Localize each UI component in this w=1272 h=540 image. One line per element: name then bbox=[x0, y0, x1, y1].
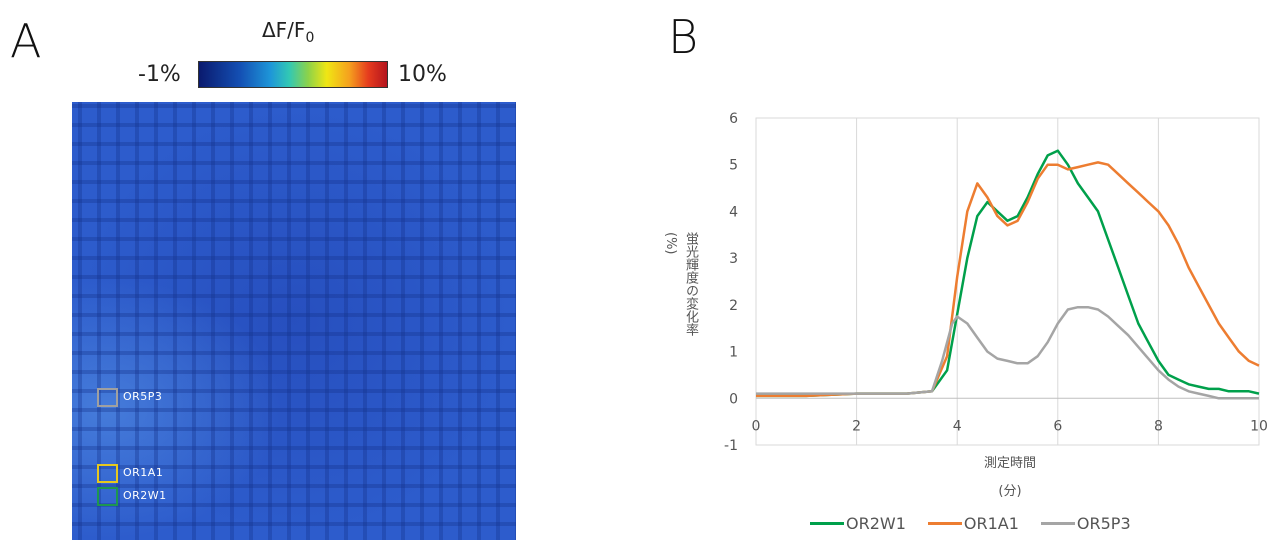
series-line-or5p3 bbox=[756, 305, 1259, 400]
x-axis-label: 測定時間 (分) bbox=[950, 450, 1070, 506]
tick-labels: -1 0 1 2 3 4 5 6 0 2 4 6 8 10 bbox=[724, 111, 1268, 454]
legend-item-or2w1: OR2W1 bbox=[810, 514, 906, 533]
legend-swatch bbox=[1040, 522, 1075, 525]
colorbar-title-main: ΔF/F bbox=[262, 18, 306, 42]
y-tick-label: 6 bbox=[729, 111, 738, 127]
colorbar-min-label: -1% bbox=[138, 62, 181, 87]
roi-label-or5p3: OR5P3 bbox=[123, 390, 163, 403]
x-tick-label: 2 bbox=[852, 418, 861, 434]
series-lines bbox=[756, 149, 1260, 400]
y-axis-label: 蛍光輝度の変化率 (%) bbox=[660, 232, 700, 352]
x-tick-label: 8 bbox=[1154, 418, 1163, 434]
axes bbox=[755, 117, 1260, 446]
x-tick-label: 6 bbox=[1053, 418, 1062, 434]
x-tick-label: 0 bbox=[752, 418, 761, 434]
panel-a-letter: A bbox=[10, 14, 42, 68]
roi-label-or1a1: OR1A1 bbox=[123, 466, 164, 479]
panel-b-letter: B bbox=[668, 10, 699, 64]
legend-label: OR2W1 bbox=[846, 514, 906, 533]
y-tick-label: -1 bbox=[724, 438, 738, 454]
fluorescence-heatmap bbox=[72, 102, 516, 540]
series-line-or1a1 bbox=[756, 161, 1260, 398]
legend-swatch bbox=[927, 522, 962, 525]
colorbar-title: ΔF/F0 bbox=[262, 18, 314, 46]
y-axis-label-line1: 蛍光輝度の変化率 bbox=[683, 232, 698, 336]
y-tick-label: 2 bbox=[729, 298, 738, 314]
legend-label: OR5P3 bbox=[1076, 514, 1131, 533]
legend-item-or1a1: OR1A1 bbox=[927, 514, 1019, 533]
roi-box-or1a1 bbox=[97, 464, 118, 483]
plot-frame bbox=[755, 117, 1260, 446]
colorbar bbox=[198, 61, 388, 88]
chart-legend: OR2W1 OR1A1 OR5P3 bbox=[810, 514, 1131, 533]
colorbar-title-subscript: 0 bbox=[305, 30, 315, 46]
y-tick-label: 0 bbox=[729, 391, 738, 407]
y-tick-label: 3 bbox=[729, 251, 738, 267]
y-tick-label: 5 bbox=[729, 158, 738, 174]
roi-box-or5p3 bbox=[97, 388, 118, 407]
y-tick-label: 4 bbox=[729, 204, 738, 220]
x-tick-label: 4 bbox=[953, 418, 962, 434]
x-tick-label: 10 bbox=[1250, 418, 1268, 434]
line-chart: -1 0 1 2 3 4 5 6 0 2 4 6 8 10 bbox=[724, 111, 1268, 454]
legend-label: OR1A1 bbox=[963, 514, 1019, 533]
colorbar-max-label: 10% bbox=[398, 62, 447, 87]
series-line-or2w1 bbox=[756, 149, 1260, 398]
y-axis-label-line2: (%) bbox=[663, 232, 678, 255]
y-tick-label: 1 bbox=[729, 345, 738, 361]
x-axis-label-line1: 測定時間 bbox=[983, 456, 1036, 471]
legend-swatch bbox=[810, 522, 844, 525]
x-axis-label-line2: (分) bbox=[998, 484, 1022, 499]
legend-item-or5p3: OR5P3 bbox=[1040, 514, 1131, 533]
roi-box-or2w1 bbox=[97, 487, 118, 506]
roi-label-or2w1: OR2W1 bbox=[123, 489, 167, 502]
